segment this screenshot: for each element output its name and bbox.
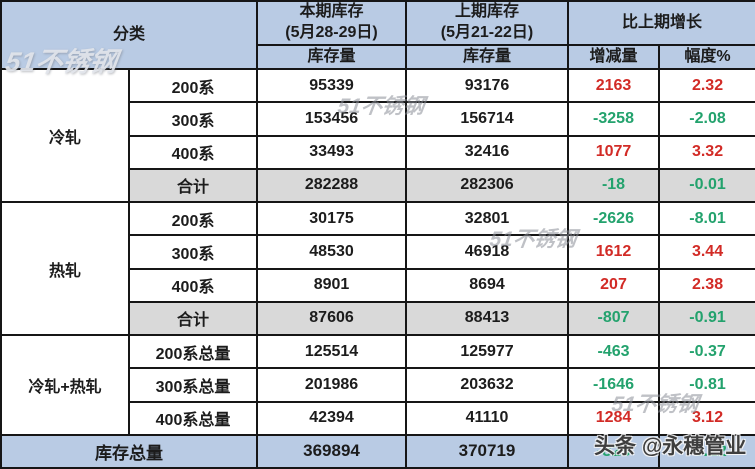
- previous-inventory-cell: 8694: [405, 267, 570, 303]
- subheader-change-qty: 增减量: [567, 44, 661, 70]
- current-inventory-cell: 48530: [256, 234, 408, 270]
- current-inventory-cell: 153456: [256, 101, 408, 137]
- table-row: 300系总量 201986 203632 -1646 -0.81: [1, 367, 755, 403]
- previous-inventory-cell: 32801: [405, 200, 570, 237]
- pct-cell: -0.37: [658, 333, 755, 370]
- header-previous-period: 上期库存 (5月21-22日): [405, 0, 570, 46]
- pct-cell: -0.01: [658, 167, 755, 204]
- change-cell: -2626: [567, 200, 661, 237]
- group-label-combined: 冷轧+热轧: [0, 334, 130, 436]
- previous-inventory-cell: 282306: [405, 167, 570, 204]
- group-label-cold-rolled: 冷轧: [0, 68, 130, 203]
- previous-inventory-cell: 32416: [405, 134, 570, 170]
- table-row: 400系总量 42394 41110 1284 3.12: [1, 400, 755, 436]
- header-growth: 比上期增长: [567, 0, 755, 46]
- pct-cell: -0.91: [658, 300, 755, 337]
- current-inventory-cell: 42394: [256, 400, 408, 436]
- header-current-period: 本期库存 (5月28-29日): [256, 0, 408, 46]
- group-label-hot-rolled: 热轧: [0, 201, 130, 336]
- previous-inventory-cell: 370719: [405, 433, 570, 469]
- series-cell: 200系总量: [127, 333, 259, 370]
- pct-cell: -0.22: [658, 433, 755, 469]
- series-cell: 400系: [127, 267, 259, 303]
- change-cell: -18: [567, 167, 661, 204]
- pct-cell: -0.81: [658, 367, 755, 403]
- series-cell: 合计: [127, 300, 259, 337]
- subheader-change-pct: 幅度%: [658, 44, 755, 70]
- table-row: 热轧 200系 30175 32801 -2626 -8.01: [0, 200, 755, 336]
- current-inventory-cell: 125514: [256, 333, 408, 370]
- change-cell: -463: [567, 333, 661, 370]
- header-current-title: 本期库存: [299, 3, 364, 21]
- total-row: 库存总量 369894 370719 -825 -0.22: [0, 433, 755, 469]
- current-inventory-cell: 8901: [256, 267, 408, 303]
- header-previous-dates: (5月21-22日): [440, 24, 534, 41]
- change-cell: 2163: [567, 67, 661, 104]
- current-inventory-cell: 201986: [256, 367, 408, 403]
- series-cell: 400系: [127, 134, 259, 170]
- change-cell: -807: [567, 300, 661, 337]
- header-previous-title: 上期库存: [455, 3, 520, 21]
- table-row: 300系 153456 156714 -3258 -2.08: [1, 101, 755, 137]
- current-inventory-cell: 30175: [256, 200, 408, 237]
- previous-inventory-cell: 156714: [405, 101, 570, 137]
- series-cell: 200系: [127, 200, 259, 237]
- previous-inventory-cell: 41110: [405, 400, 570, 436]
- series-cell: 合计: [127, 167, 259, 204]
- change-cell: -1646: [567, 367, 661, 403]
- header-current-dates: (5月28-29日): [285, 24, 378, 41]
- change-cell: -3258: [567, 101, 661, 137]
- series-cell: 300系总量: [127, 367, 259, 403]
- subheader-previous-qty: 库存量: [405, 44, 570, 70]
- subheader-current-qty: 库存量: [256, 44, 408, 70]
- previous-inventory-cell: 203632: [405, 367, 570, 403]
- header-category: 分类: [0, 0, 259, 70]
- current-inventory-cell: 95339: [256, 67, 408, 104]
- change-cell: 1284: [567, 400, 661, 436]
- pct-cell: 2.38: [658, 267, 755, 303]
- subtotal-row: 合计 87606 88413 -807 -0.91: [1, 300, 755, 337]
- current-inventory-cell: 369894: [256, 433, 408, 469]
- table-row: 冷轧 200系 95339 93176 2163 2.32: [0, 67, 755, 203]
- pct-cell: -8.01: [658, 200, 755, 237]
- previous-inventory-cell: 125977: [405, 333, 570, 370]
- current-inventory-cell: 87606: [256, 300, 408, 337]
- subtotal-row: 合计 282288 282306 -18 -0.01: [1, 167, 755, 204]
- previous-inventory-cell: 46918: [405, 234, 570, 270]
- change-cell: -825: [567, 433, 661, 469]
- table-row: 300系 48530 46918 1612 3.44: [1, 234, 755, 270]
- pct-cell: 3.32: [658, 134, 755, 170]
- series-cell: 400系总量: [127, 400, 259, 436]
- table-row: 冷轧+热轧 200系总量 125514 125977 -463 -0.37: [0, 333, 755, 436]
- current-inventory-cell: 282288: [256, 167, 408, 204]
- current-inventory-cell: 33493: [256, 134, 408, 170]
- series-cell: 200系: [127, 67, 259, 104]
- pct-cell: 3.12: [658, 400, 755, 436]
- pct-cell: 3.44: [658, 234, 755, 270]
- total-label: 库存总量: [0, 433, 259, 469]
- change-cell: 1612: [567, 234, 661, 270]
- table-row: 400系 33493 32416 1077 3.32: [1, 134, 755, 170]
- table-row: 400系 8901 8694 207 2.38: [1, 267, 755, 303]
- pct-cell: 2.32: [658, 67, 755, 104]
- previous-inventory-cell: 93176: [405, 67, 570, 104]
- change-cell: 207: [567, 267, 661, 303]
- series-cell: 300系: [127, 234, 259, 270]
- pct-cell: -2.08: [658, 101, 755, 137]
- series-cell: 300系: [127, 101, 259, 137]
- change-cell: 1077: [567, 134, 661, 170]
- previous-inventory-cell: 88413: [405, 300, 570, 337]
